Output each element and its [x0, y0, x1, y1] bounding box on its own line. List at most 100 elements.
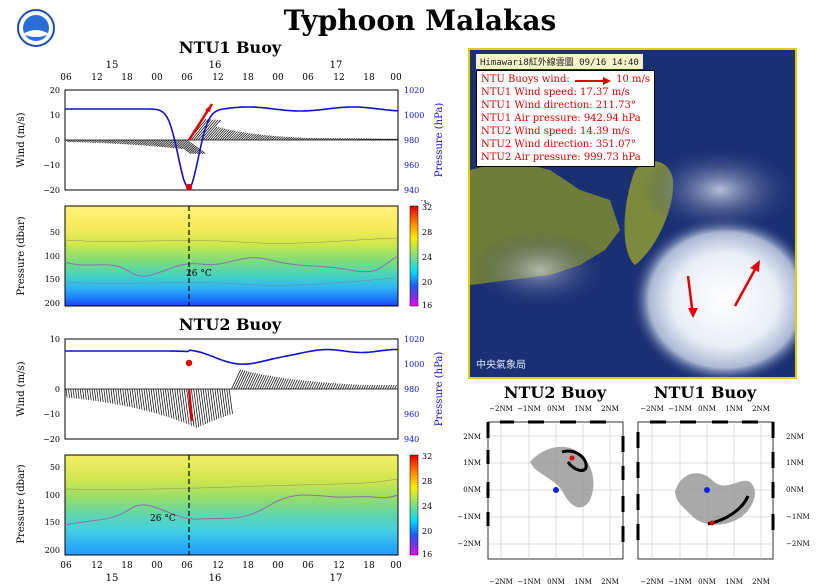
wind-stick — [231, 131, 240, 141]
wind-stick — [117, 388, 121, 406]
ytick: −1NM — [786, 513, 810, 521]
wind-stick — [254, 134, 262, 141]
wind-stick — [150, 139, 161, 148]
wind-stick — [68, 139, 72, 143]
wind-stick — [209, 127, 222, 141]
wind-stick — [212, 127, 224, 141]
wind-stick — [311, 137, 315, 141]
ntu1-wind-ylabel: Wind (m/s) — [16, 112, 27, 167]
wind-stick — [288, 136, 293, 141]
wind-stick — [155, 388, 160, 415]
typhoon-cloud — [630, 215, 795, 377]
wind-stick — [235, 132, 245, 141]
wind-stick — [148, 388, 153, 413]
wind-stick — [349, 384, 353, 390]
xtick: 0NM — [547, 578, 565, 586]
wind-stick — [309, 381, 314, 390]
ntu2-colorbar — [409, 454, 419, 556]
ntu1-isotherm — [64, 277, 399, 286]
wind-stick — [394, 384, 397, 390]
wind-stick — [124, 388, 128, 407]
ytick-right: 980 — [404, 136, 419, 145]
wind-stick — [129, 388, 133, 408]
wind-stick — [105, 139, 112, 144]
wind-stick — [389, 384, 393, 390]
xtick: 2NM — [752, 578, 770, 586]
ytick-right: 1000 — [404, 360, 424, 369]
wind-stick — [113, 139, 119, 145]
colorbar-tick: 32 — [422, 203, 432, 212]
wind-stick — [278, 136, 284, 141]
xtick: 1NM — [574, 405, 592, 413]
ytick-right: 1020 — [404, 335, 424, 344]
wind-stick — [228, 388, 233, 414]
time-tick: 12 — [333, 561, 344, 571]
ntu2-temperature-heatmap: Pressure (dbar) 50 100 150 200 26 °C 32 … — [16, 452, 432, 584]
wind-stick — [127, 388, 131, 407]
wind-stick — [257, 374, 265, 390]
wind-stick — [224, 130, 234, 141]
ntu2-current-wind-stick — [187, 388, 194, 422]
wind-stick — [335, 138, 339, 141]
time-tick: 18 — [363, 561, 375, 571]
wind-stick — [212, 388, 218, 420]
wind-stick — [101, 388, 104, 403]
wind-stick — [120, 139, 127, 145]
wind-stick — [266, 135, 273, 141]
wind-stick — [94, 388, 97, 402]
ytick: 200 — [45, 299, 60, 308]
colorbar-tick: 28 — [422, 477, 432, 486]
wind-stick — [238, 132, 247, 141]
wind-stick — [269, 376, 276, 390]
wind-stick — [325, 382, 330, 390]
wind-stick — [153, 139, 164, 148]
wind-stick — [122, 388, 126, 406]
ntu1-wind-sticks — [65, 118, 398, 154]
wind-stick — [91, 139, 97, 144]
wind-stick — [233, 131, 242, 141]
wind-stick — [214, 388, 220, 419]
wind-stick — [314, 137, 318, 141]
wind-stick — [148, 139, 158, 147]
ntu2-track-plot — [486, 420, 625, 560]
wind-stick — [195, 388, 202, 427]
ytick: 2NM — [786, 433, 804, 441]
ntu1-isotherm — [64, 237, 399, 244]
ntu2-heatmap-field — [64, 454, 399, 556]
xtick: 1NM — [725, 405, 743, 413]
wind-stick — [91, 388, 94, 401]
wind-stick — [285, 136, 290, 141]
ytick: 2NM — [463, 433, 481, 441]
wind-stick — [297, 380, 303, 390]
wind-stick — [68, 388, 70, 398]
ntu1-anchor-marker — [704, 487, 710, 493]
wind-stick — [226, 130, 236, 141]
wind-stick — [181, 388, 187, 424]
wind-stick — [361, 138, 365, 141]
ytick: 100 — [45, 252, 60, 261]
legend-line: NTU1 Air pressure: 942.94 hPa — [481, 113, 641, 124]
wind-stick — [162, 139, 175, 149]
wind-stick — [292, 137, 297, 141]
ntu1-isotherm-label: 26 °C — [186, 269, 212, 279]
colorbar-tick: 24 — [422, 502, 432, 511]
wind-stick — [243, 133, 251, 141]
legend-scale-row: NTU Buoys wind: 10 m/s — [481, 73, 650, 86]
wind-stick — [347, 384, 350, 390]
wind-stick — [202, 119, 221, 141]
wind-stick — [162, 388, 167, 417]
wind-stick — [349, 138, 353, 141]
xtick: 0NM — [698, 578, 716, 586]
wind-stick — [103, 139, 109, 144]
wind-stick — [228, 131, 238, 141]
ntu1-wind-arrow — [733, 263, 760, 307]
wind-stick — [75, 388, 78, 399]
wind-stick — [82, 139, 87, 143]
legend-arrow-icon — [573, 76, 613, 85]
ntu1-pressure-line — [65, 106, 399, 189]
wind-stick — [392, 138, 396, 141]
ytick: 10 — [50, 335, 60, 344]
wind-stick — [94, 139, 99, 144]
ntu1-pressure-ylabel: Pressure (hPa) — [434, 103, 445, 178]
ytick-right: 1000 — [404, 111, 424, 120]
